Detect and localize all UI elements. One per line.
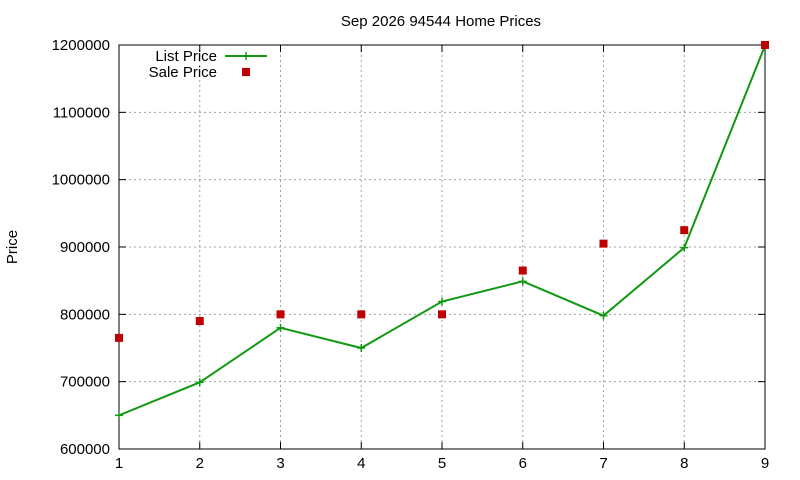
data-point — [242, 52, 250, 60]
chart-title: Sep 2026 94544 Home Prices — [341, 13, 541, 30]
data-point — [599, 311, 608, 320]
x-tick-label: 5 — [438, 455, 446, 472]
x-tick-label: 7 — [599, 455, 607, 472]
data-point — [276, 310, 285, 319]
data-point — [680, 243, 689, 252]
y-tick-label: 1100000 — [53, 104, 110, 121]
grid — [119, 45, 765, 449]
x-tick-label: 8 — [680, 455, 688, 472]
y-axis-label: Price — [4, 230, 21, 264]
series — [115, 41, 769, 420]
data-point — [357, 310, 366, 319]
y-tick-label: 700000 — [60, 374, 110, 391]
series-sale-price — [115, 41, 769, 342]
legend-item: List Price — [155, 48, 267, 65]
data-point — [115, 411, 123, 420]
x-tick-label: 4 — [357, 455, 365, 472]
x-tick-label: 6 — [519, 455, 527, 472]
legend-label: Sale Price — [149, 64, 217, 81]
y-tick-label: 600000 — [60, 441, 110, 458]
legend-label: List Price — [155, 48, 217, 65]
data-point — [761, 41, 769, 49]
x-tick-label: 9 — [761, 455, 769, 472]
x-tick-label: 2 — [196, 455, 204, 472]
y-tick-label: 800000 — [60, 306, 110, 323]
data-point — [242, 68, 250, 76]
y-tick-label: 900000 — [60, 239, 110, 256]
data-point — [680, 226, 689, 235]
y-tick-label: 1200000 — [52, 37, 110, 54]
data-point — [276, 323, 285, 332]
x-tick-label: 1 — [115, 455, 123, 472]
data-point — [438, 297, 446, 306]
data-point — [115, 333, 123, 342]
data-point — [357, 344, 366, 352]
data-point — [438, 310, 446, 319]
x-tick-label: 3 — [276, 455, 284, 472]
data-point — [518, 266, 527, 275]
data-point — [599, 239, 608, 248]
axes: 6000007000008000009000001000000110000012… — [52, 37, 770, 472]
legend-item: Sale Price — [149, 64, 250, 81]
data-point — [195, 317, 204, 326]
data-point — [518, 277, 527, 286]
data-point — [195, 378, 204, 387]
y-tick-label: 1000000 — [52, 172, 110, 189]
